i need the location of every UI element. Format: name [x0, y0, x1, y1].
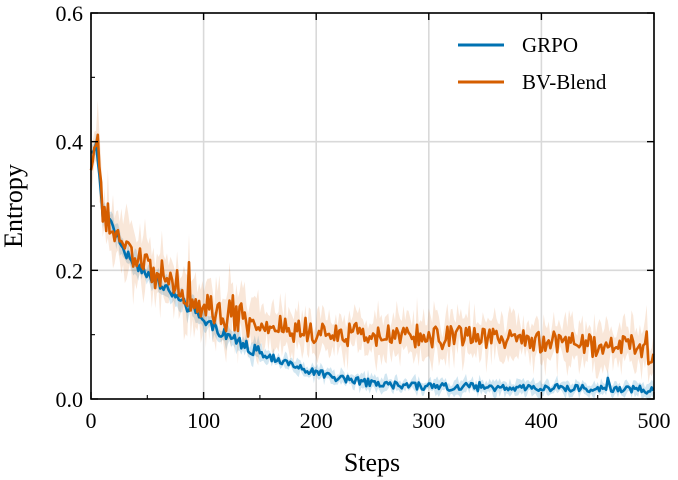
- series-lines: [89, 133, 655, 395]
- legend: GRPO BV-Blend: [458, 33, 607, 94]
- variance-band-grpo: [91, 132, 654, 399]
- y-tick-label: 0.4: [56, 130, 84, 155]
- x-tick-labels: 0 100 200 300 400 500: [86, 408, 671, 433]
- x-tick-label: 0: [86, 408, 97, 433]
- y-tick-label: 0.6: [56, 1, 84, 26]
- legend-label: GRPO: [522, 33, 578, 57]
- x-tick-label: 400: [525, 408, 558, 433]
- y-tick-label: 0.2: [56, 258, 84, 283]
- x-axis-label: Steps: [344, 448, 400, 477]
- legend-label: BV-Blend: [522, 70, 607, 94]
- y-axis-label: Entropy: [0, 164, 28, 248]
- x-tick-label: 200: [300, 408, 333, 433]
- series-line-bv-blend: [89, 133, 655, 366]
- x-tick-label: 300: [412, 408, 445, 433]
- y-tick-label: 0.0: [56, 387, 84, 412]
- tick-marks: [90, 12, 655, 400]
- y-tick-labels: 0.0 0.2 0.4 0.6: [56, 1, 84, 412]
- x-tick-label: 500: [638, 408, 671, 433]
- x-tick-label: 100: [187, 408, 220, 433]
- variance-bands: [91, 100, 654, 399]
